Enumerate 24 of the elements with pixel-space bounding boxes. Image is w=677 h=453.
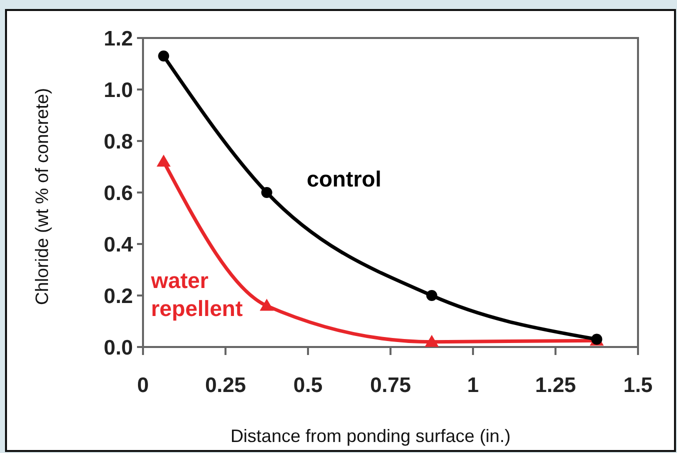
y-tick-label: 0.6 [104,182,133,205]
y-tick-label: 0.8 [104,130,134,154]
point [261,187,272,198]
point [426,290,438,301]
point [424,334,439,347]
x-tick-label: 0.75 [370,374,412,397]
y-tick-label: 1.0 [104,78,133,102]
y-tick-label: 0.4 [104,233,134,256]
x-tick-label: 1.5 [623,374,653,397]
x-axis-title: Distance from ponding surface (in.) [230,426,511,446]
y-axis-title: Chloride (wt % of concrete) [32,88,52,306]
x-tick-label: 0 [137,374,149,397]
point [158,50,170,62]
x-tick-label: 1.25 [535,374,576,397]
y-tick-label: 1.2 [104,27,133,50]
x-tick-label: 0.5 [293,374,323,397]
point [260,298,274,311]
y-tick-label: 0.2 [104,284,133,308]
y-tick-label: 0.0 [104,336,133,360]
x-tick-label: 1 [467,374,480,397]
series-label: control [306,166,382,192]
x-tick-label: 0.25 [205,374,246,397]
series-label: water repellent [150,268,244,321]
point [156,154,171,167]
